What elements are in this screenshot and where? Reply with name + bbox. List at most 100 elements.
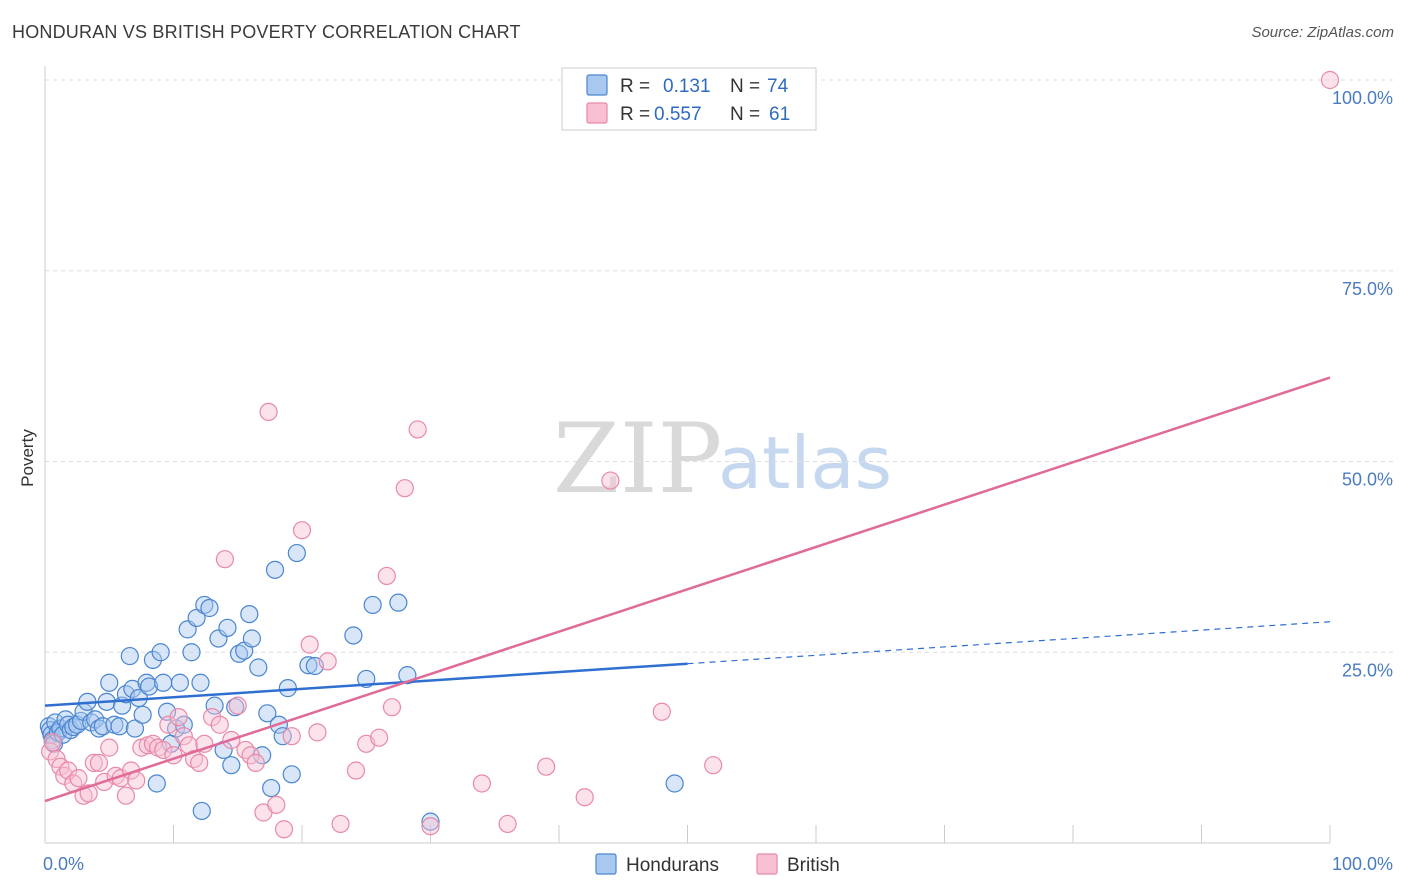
british-point (1320, 70, 1340, 90)
hondurans-point (147, 774, 166, 793)
chart-title: HONDURAN VS BRITISH POVERTY CORRELATION … (12, 22, 521, 42)
bottom-legend: Hondurans British (595, 853, 840, 876)
x-tick-label-min: 0.0% (43, 854, 84, 874)
hondurans-trend-extension (687, 621, 1331, 665)
hondurans-point (278, 679, 297, 698)
british-point (259, 402, 278, 422)
british-point (174, 727, 193, 746)
hondurans-point (151, 643, 170, 662)
x-tick-labels: 0.0% 100.0% (43, 854, 1393, 874)
bottom-legend-swatch-british (756, 853, 778, 875)
british-point (537, 757, 556, 776)
hondurans-point (218, 618, 237, 637)
hondurans-point (240, 604, 259, 624)
hondurans-point (182, 643, 201, 662)
hondurans-point (100, 673, 119, 692)
y-tick-label: 100.0% (1332, 88, 1393, 108)
british-point (246, 753, 265, 772)
british-point (228, 696, 247, 715)
legend-n-value-hondurans: 74 (767, 76, 789, 97)
british-point (100, 738, 119, 757)
hondurans-point (242, 629, 261, 648)
hondurans-point (205, 696, 224, 715)
british-point (84, 753, 103, 772)
hondurans-point (200, 598, 219, 618)
british-point (210, 715, 229, 734)
hondurans-point (344, 626, 363, 645)
bottom-legend-label-british: British (787, 855, 840, 876)
hondurans-point (170, 673, 190, 692)
british-point (292, 521, 312, 540)
grid (45, 79, 1396, 653)
hondurans-point (299, 656, 318, 675)
british-point (43, 733, 62, 752)
hondurans-point (363, 595, 382, 615)
watermark-zip: ZIP (553, 403, 722, 515)
british-point (169, 708, 188, 727)
hondurans-point (249, 658, 268, 677)
bottom-legend-swatch-hondurans (595, 853, 617, 875)
british-point (377, 566, 396, 586)
hondurans-point (86, 710, 105, 729)
hondurans-point (191, 673, 210, 692)
british-point (267, 795, 286, 814)
legend-n-label-hondurans: N = (730, 76, 760, 97)
legend-n-label-british: N = (730, 104, 760, 125)
hondurans-point (389, 593, 408, 612)
y-tick-labels: 25.0% 50.0% 75.0% 100.0% (1332, 88, 1393, 680)
hondurans-point (665, 774, 684, 793)
hondurans-point (287, 543, 306, 563)
legend-r-label-hondurans: R = (620, 76, 650, 97)
hondurans-point (133, 705, 152, 724)
british-points (41, 70, 1340, 839)
british-point (382, 698, 402, 717)
british-point (421, 817, 440, 836)
hondurans-point (229, 644, 249, 663)
british-point (370, 728, 389, 747)
british-point (300, 635, 319, 654)
british-point (154, 740, 173, 760)
british-point (159, 715, 178, 734)
british-point (601, 471, 620, 490)
british-point (127, 771, 146, 790)
british-point (69, 769, 88, 788)
british-point (472, 774, 491, 793)
british-point (704, 756, 723, 775)
hondurans-point (143, 650, 163, 669)
british-point (652, 702, 671, 721)
hondurans-point (265, 560, 285, 579)
hondurans-point (157, 702, 177, 721)
trend-lines (44, 376, 1331, 803)
british-point (236, 740, 255, 760)
legend-swatch-british (586, 102, 608, 124)
hondurans-point (154, 673, 173, 692)
british-point (274, 820, 294, 839)
hondurans-point (421, 812, 440, 831)
hondurans-point (125, 719, 145, 738)
hondurans-point (258, 704, 277, 723)
y-tick-label: 50.0% (1342, 470, 1393, 490)
hondurans-point (120, 646, 139, 666)
legend-n-value-british: 61 (769, 104, 790, 125)
hondurans-point (139, 677, 159, 696)
british-point (202, 708, 222, 727)
legend-r-label-british: R = (620, 104, 650, 125)
y-tick-label: 75.0% (1342, 279, 1393, 299)
x-tick-label-max: 100.0% (1332, 854, 1393, 874)
hondurans-point (192, 801, 211, 821)
legend-r-value-hondurans: 0.131 (663, 76, 711, 97)
hondurans-trend-line (44, 662, 688, 707)
legend: R = 0.131 N = 74 R = 0.557 N = 61 (561, 67, 817, 131)
watermark-atlas: atlas (718, 421, 892, 505)
british-point (190, 753, 209, 772)
british-point (395, 479, 414, 498)
british-point (408, 420, 427, 439)
y-axis-label: Poverty (18, 429, 37, 487)
axes (44, 66, 1331, 844)
british-point (215, 550, 234, 569)
legend-r-value-british: 0.557 (654, 104, 702, 125)
british-point (346, 761, 366, 780)
hondurans-point (282, 765, 301, 784)
british-point (331, 814, 350, 834)
